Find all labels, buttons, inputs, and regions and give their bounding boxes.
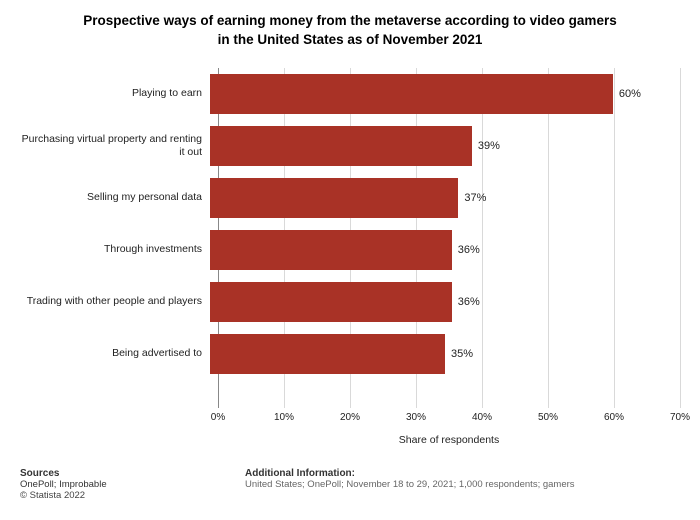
bar-track: 60% bbox=[210, 68, 680, 120]
bar: 36% bbox=[210, 282, 452, 322]
copyright: © Statista 2022 bbox=[20, 490, 245, 501]
chart-area: Playing to earn60%Purchasing virtual pro… bbox=[20, 68, 680, 408]
bar: 36% bbox=[210, 230, 452, 270]
chart-container: Prospective ways of earning money from t… bbox=[0, 0, 700, 511]
x-tick: 60% bbox=[604, 412, 624, 423]
bar-value: 35% bbox=[451, 348, 473, 360]
title-line1: Prospective ways of earning money from t… bbox=[83, 13, 616, 28]
bar-row: Purchasing virtual property and renting … bbox=[20, 120, 680, 172]
bar-value: 39% bbox=[478, 140, 500, 152]
bar-row: Playing to earn60% bbox=[20, 68, 680, 120]
x-tick: 30% bbox=[406, 412, 426, 423]
chart-title: Prospective ways of earning money from t… bbox=[20, 12, 680, 50]
category-label: Trading with other people and players bbox=[20, 295, 210, 308]
bar-value: 36% bbox=[458, 296, 480, 308]
category-label: Selling my personal data bbox=[20, 191, 210, 204]
bar-value: 37% bbox=[464, 192, 486, 204]
meta-block: Additional Information: United States; O… bbox=[245, 468, 575, 501]
category-label: Playing to earn bbox=[20, 87, 210, 100]
category-label: Purchasing virtual property and renting … bbox=[20, 133, 210, 158]
bar: 60% bbox=[210, 74, 613, 114]
x-axis: 0%10%20%30%40%50%60%70% bbox=[218, 408, 680, 428]
bar: 37% bbox=[210, 178, 458, 218]
bar-value: 36% bbox=[458, 244, 480, 256]
bar-track: 36% bbox=[210, 276, 680, 328]
footer: Sources OnePoll; Improbable © Statista 2… bbox=[20, 468, 680, 501]
x-axis-title: Share of respondents bbox=[218, 434, 680, 446]
bar-row: Being advertised to35% bbox=[20, 328, 680, 380]
bar-row: Selling my personal data37% bbox=[20, 172, 680, 224]
x-tick: 40% bbox=[472, 412, 492, 423]
meta-text: United States; OnePoll; November 18 to 2… bbox=[245, 479, 575, 490]
bar-row: Through investments36% bbox=[20, 224, 680, 276]
x-tick: 20% bbox=[340, 412, 360, 423]
gridline bbox=[680, 68, 681, 408]
bar-track: 37% bbox=[210, 172, 680, 224]
meta-title: Additional Information: bbox=[245, 468, 575, 479]
bar-track: 39% bbox=[210, 120, 680, 172]
bar-value: 60% bbox=[619, 88, 641, 100]
sources-block: Sources OnePoll; Improbable © Statista 2… bbox=[20, 468, 245, 501]
x-tick: 10% bbox=[274, 412, 294, 423]
sources-text: OnePoll; Improbable bbox=[20, 479, 245, 490]
title-line2: in the United States as of November 2021 bbox=[218, 32, 483, 47]
category-label: Being advertised to bbox=[20, 347, 210, 360]
category-label: Through investments bbox=[20, 243, 210, 256]
bar: 39% bbox=[210, 126, 472, 166]
bar-track: 36% bbox=[210, 224, 680, 276]
bar-row: Trading with other people and players36% bbox=[20, 276, 680, 328]
sources-title: Sources bbox=[20, 468, 245, 479]
x-tick: 50% bbox=[538, 412, 558, 423]
bar-track: 35% bbox=[210, 328, 680, 380]
bar: 35% bbox=[210, 334, 445, 374]
bars-group: Playing to earn60%Purchasing virtual pro… bbox=[20, 68, 680, 380]
x-tick: 70% bbox=[670, 412, 690, 423]
x-tick: 0% bbox=[211, 412, 225, 423]
